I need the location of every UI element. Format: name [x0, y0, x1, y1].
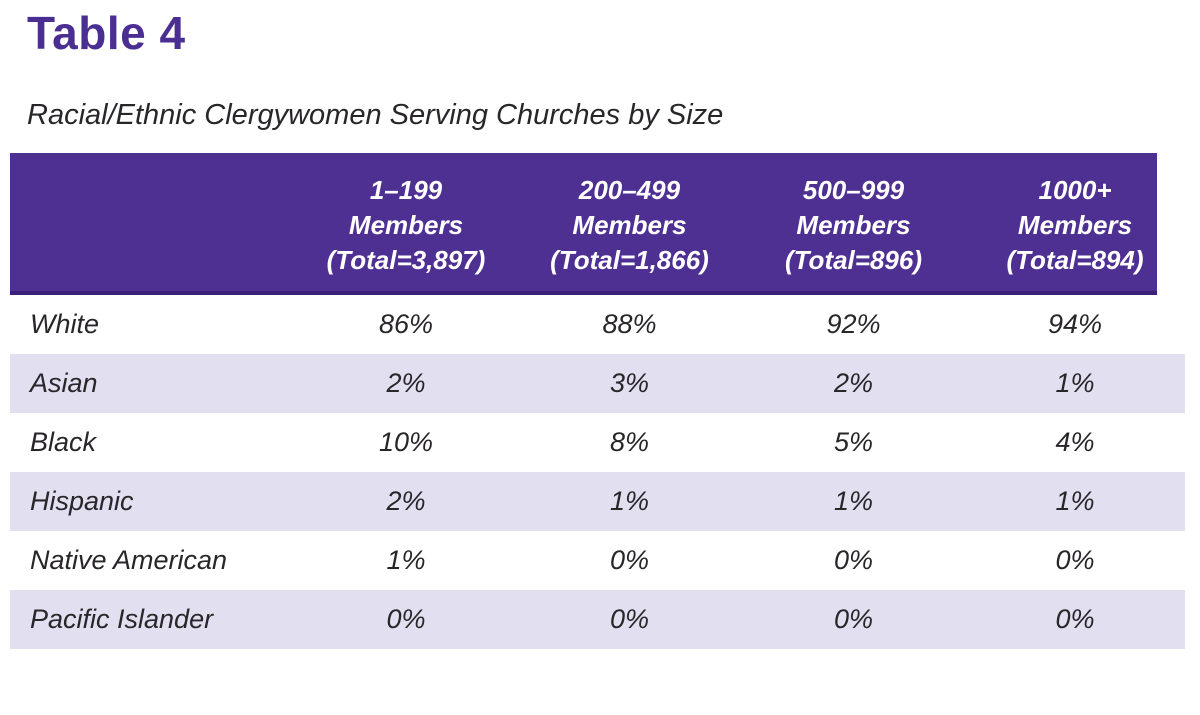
row-value: 10% — [378, 427, 434, 457]
table-row-native-american: Native American 1% 0% 0% 0% — [10, 531, 1185, 590]
row-value: 0% — [609, 545, 650, 575]
row-label: Asian — [30, 368, 98, 398]
row-value: 0% — [833, 545, 874, 575]
table-row-black: Black 10% 8% 5% 4% — [10, 413, 1185, 472]
column-total-label: (Total=894) — [1006, 244, 1144, 275]
row-value: 0% — [1055, 545, 1095, 575]
table-row-hispanic: Hispanic 2% 1% 1% 1% — [10, 472, 1185, 531]
column-total-label: (Total=1,866) — [550, 244, 709, 275]
column-range-label: 1–199 — [369, 174, 443, 205]
row-value: 0% — [386, 604, 426, 634]
row-label: Native American — [30, 545, 228, 575]
row-value: 88% — [602, 309, 657, 339]
row-label: White — [30, 309, 100, 339]
column-members-label: Members — [572, 209, 687, 240]
column-range-label: 1000+ — [1038, 174, 1112, 205]
row-value: 94% — [1047, 309, 1103, 339]
column-header-200-499: 200–499 Members (Total=1,866) — [517, 171, 742, 278]
row-value: 0% — [609, 604, 650, 634]
table-caption: Racial/Ethnic Clergywomen Serving Church… — [27, 99, 724, 131]
column-total-label: (Total=3,897) — [326, 244, 486, 275]
row-value: 1% — [833, 486, 874, 516]
row-value: 2% — [833, 368, 874, 398]
column-header-1000plus: 1000+ Members (Total=894) — [965, 171, 1185, 278]
row-label: Pacific Islander — [30, 604, 214, 634]
column-members-label: Members — [796, 209, 911, 240]
column-header-1-199: 1–199 Members (Total=3,897) — [295, 171, 517, 278]
table-header-row: 1–199 Members (Total=3,897) 200–499 Memb… — [10, 153, 1185, 295]
row-value: 3% — [609, 368, 650, 398]
row-value: 0% — [1055, 604, 1095, 634]
row-label: Hispanic — [30, 486, 134, 516]
column-range-label: 500–999 — [802, 174, 905, 205]
row-value: 8% — [609, 427, 650, 457]
row-value: 1% — [1055, 486, 1095, 516]
row-value: 4% — [1055, 427, 1095, 457]
header-spacer-cell — [10, 223, 295, 225]
table-number-heading: Table 4 — [27, 7, 186, 59]
column-members-label: Members — [1017, 209, 1133, 240]
row-value: 2% — [386, 486, 426, 516]
row-value: 92% — [826, 309, 881, 339]
row-value: 0% — [833, 604, 874, 634]
row-value: 5% — [833, 427, 874, 457]
table-row-asian: Asian 2% 3% 2% 1% — [10, 354, 1185, 413]
row-value: 2% — [386, 368, 426, 398]
column-range-label: 200–499 — [578, 174, 681, 205]
header-background — [10, 153, 1157, 295]
column-members-label: Members — [348, 209, 464, 240]
column-total-label: (Total=896) — [784, 244, 923, 275]
table-row-pacific-islander: Pacific Islander 0% 0% 0% 0% — [10, 590, 1185, 649]
row-value: 1% — [1055, 368, 1095, 398]
table-row-white: White 86% 88% 92% 94% — [10, 295, 1185, 354]
column-header-500-999: 500–999 Members (Total=896) — [742, 171, 965, 278]
clergywomen-by-church-size-table: 1–199 Members (Total=3,897) 200–499 Memb… — [10, 153, 1185, 649]
row-value: 1% — [609, 486, 650, 516]
row-label: Black — [30, 427, 97, 457]
row-value: 1% — [386, 545, 426, 575]
row-value: 86% — [378, 309, 434, 339]
